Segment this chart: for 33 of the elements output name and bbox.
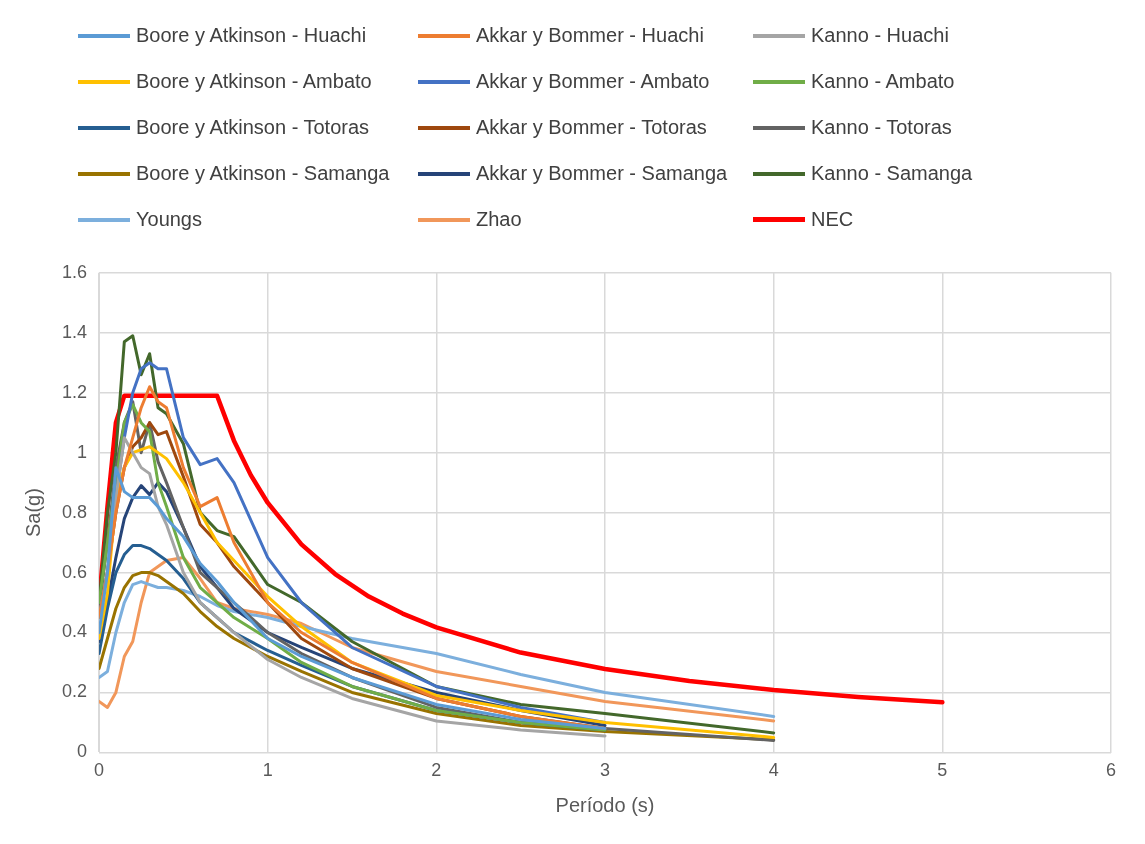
x-tick-label: 6	[1105, 760, 1117, 781]
legend-label: Akkar y Bommer - Huachi	[476, 24, 704, 47]
legend-label: NEC	[811, 208, 854, 231]
y-tick-label: 0.6	[61, 561, 88, 582]
legend-label: Kanno - Huachi	[811, 24, 949, 47]
y-tick-label: 0.4	[61, 621, 88, 642]
y-tick-label: 1.6	[61, 261, 88, 282]
legend-label: Boore y Atkinson - Totoras	[136, 116, 370, 139]
legend-label: Youngs	[136, 208, 202, 231]
y-tick-label: 1.4	[61, 321, 88, 342]
legend-label: Akkar y Bommer - Samanga	[476, 162, 728, 185]
y-tick-label: 1.2	[61, 381, 88, 402]
legend-label: Boore y Atkinson - Huachi	[136, 24, 367, 47]
legend-label: Akkar y Bommer - Ambato	[476, 70, 710, 93]
x-tick-label: 3	[600, 760, 611, 781]
x-tick-label: 2	[431, 760, 442, 781]
x-axis-title: Período (s)	[555, 793, 655, 816]
legend-label: Boore y Atkinson - Samanga	[136, 162, 390, 185]
legend-label: Kanno - Ambato	[811, 70, 955, 93]
y-tick-label: 0.8	[61, 501, 88, 522]
y-axis-title: Sa(g)	[21, 488, 44, 538]
legend-label: Boore y Atkinson - Ambato	[136, 70, 372, 93]
legend-label: Kanno - Samanga	[811, 162, 973, 185]
x-tick-label: 1	[262, 760, 273, 781]
x-tick-label: 5	[937, 760, 948, 781]
y-tick-label: 0	[77, 741, 88, 762]
legend-label: Akkar y Bommer - Totoras	[476, 116, 707, 139]
x-tick-label: 4	[768, 760, 779, 781]
legend-label: Zhao	[476, 208, 522, 231]
x-tick-label: 0	[94, 760, 105, 781]
y-tick-label: 1	[77, 441, 88, 462]
legend-label: Kanno - Totoras	[811, 116, 952, 139]
y-tick-label: 0.2	[61, 681, 88, 702]
